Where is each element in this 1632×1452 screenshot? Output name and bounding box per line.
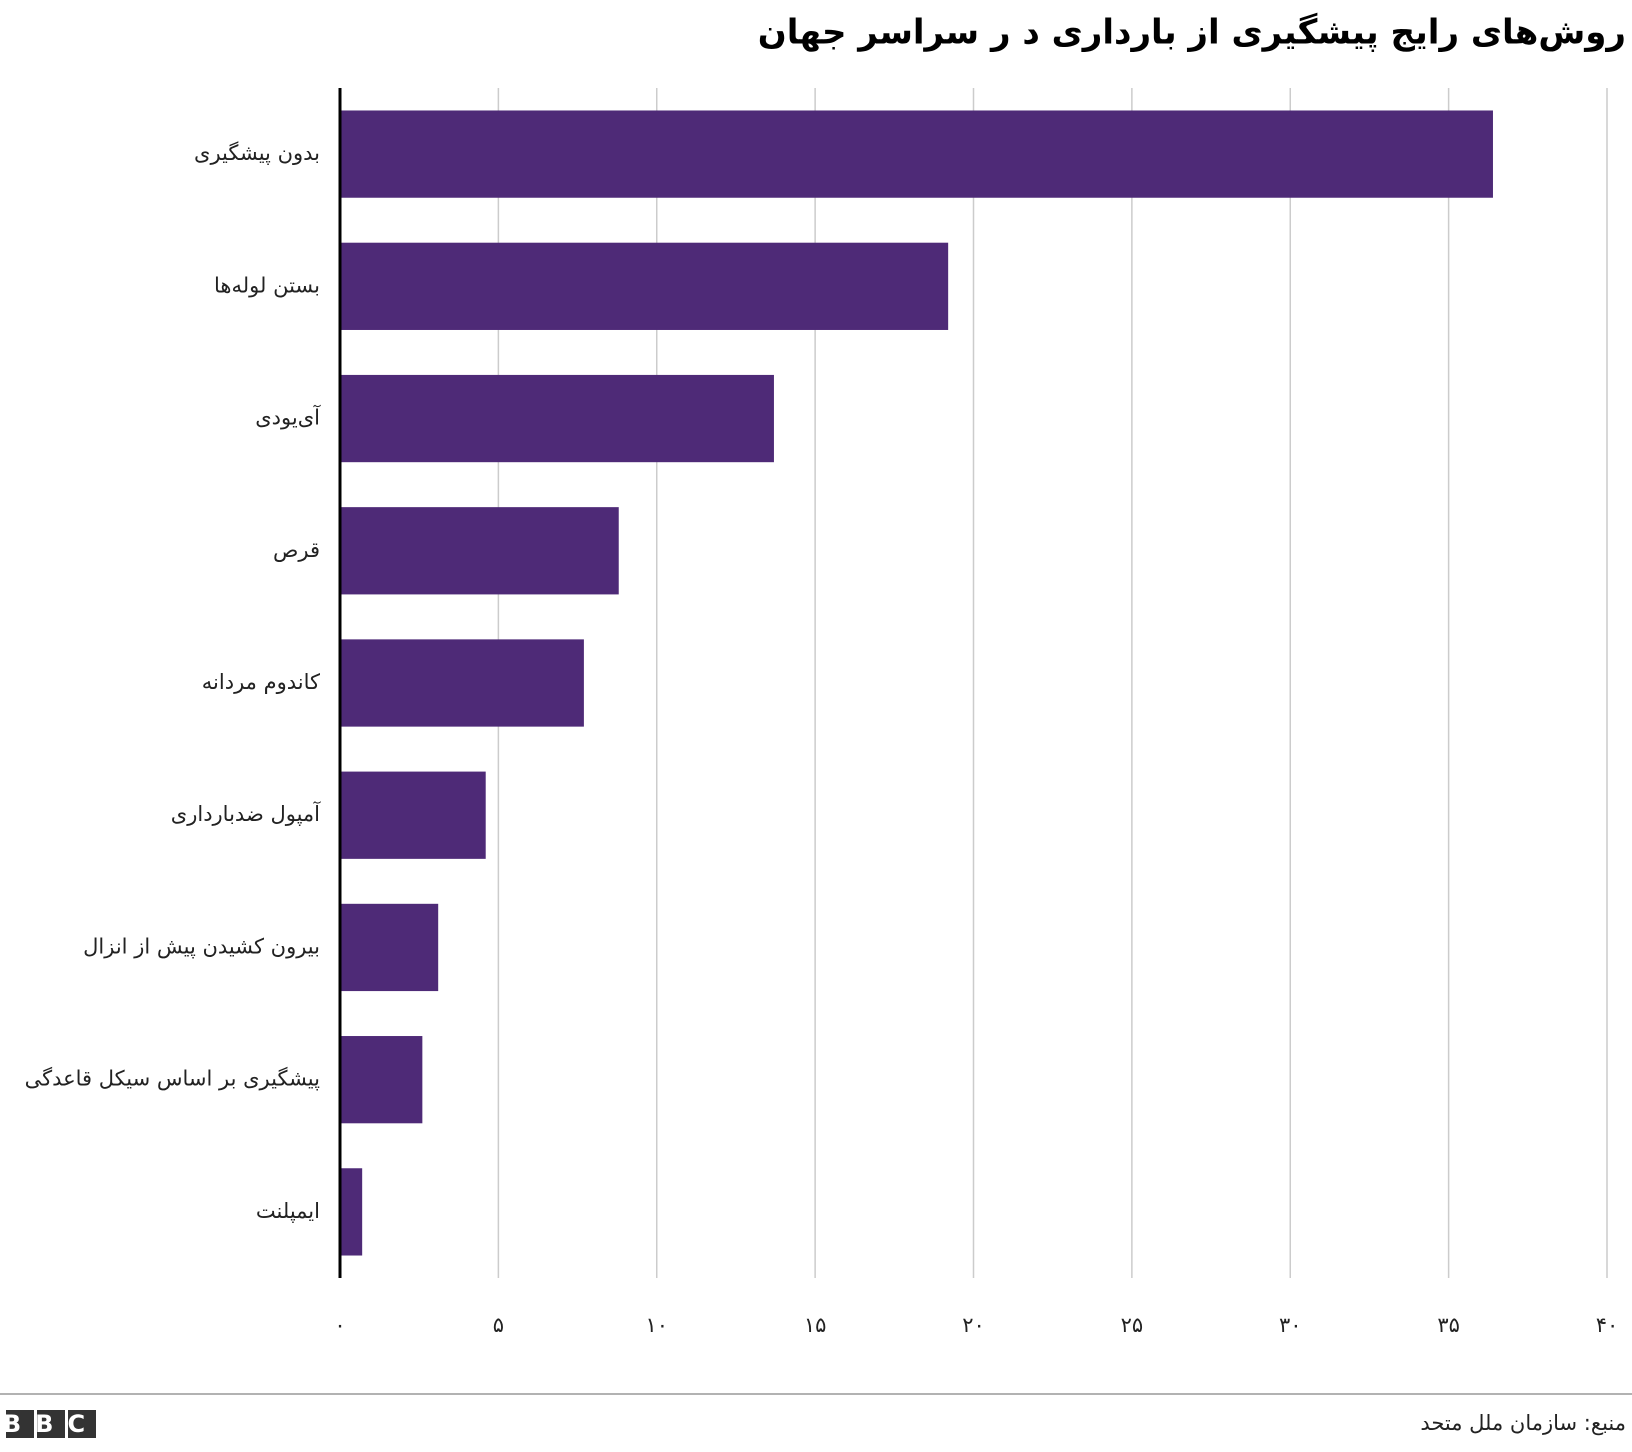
- bar: [340, 903, 439, 992]
- x-tick-label: ۵: [493, 1313, 504, 1337]
- x-tick-label: ۰: [334, 1313, 345, 1337]
- y-tick-label: پیشگیری بر اساس سیکل قاعدگی: [25, 1067, 321, 1091]
- source: منبع: سازمان ملل متحد: [1420, 1411, 1626, 1435]
- y-tick-label: بیرون کشیدن پیش از انزال: [83, 934, 320, 958]
- chart-title: روش‌های رایج پیشگیری از بارداری د ر سراس…: [758, 13, 1626, 53]
- x-tick-label: ۲۵: [1121, 1313, 1144, 1337]
- bar: [340, 639, 584, 727]
- bar: [340, 507, 619, 595]
- y-tick-label: ایمپلنت: [256, 1199, 320, 1223]
- y-tick-label: بدون پیشگیری: [194, 141, 320, 165]
- bar: [340, 771, 486, 859]
- x-tick-label: ۳۵: [1437, 1313, 1460, 1337]
- bar: [340, 110, 1493, 198]
- logo-boxes: [6, 1410, 96, 1438]
- x-tick-label: ۴۰: [1596, 1313, 1619, 1337]
- x-tick-label: ۳۰: [1279, 1313, 1302, 1337]
- y-tick-label: قرص: [273, 538, 320, 562]
- y-tick-label: بستن لوله‌ها: [214, 273, 320, 297]
- x-tick-label: ۱۰: [645, 1313, 668, 1337]
- bar: [340, 1036, 423, 1124]
- bar: [340, 242, 949, 330]
- bar: [340, 1168, 363, 1256]
- y-tick-label: کاندوم مردانه: [202, 670, 320, 694]
- logo: BBC: [3, 1410, 99, 1438]
- y-tick-label: آمپول ضدبارداری: [171, 801, 321, 826]
- x-tick-label: ۱۵: [804, 1313, 827, 1337]
- bar: [340, 374, 774, 463]
- y-tick-label: آی‌یودی: [255, 405, 321, 430]
- x-tick-label: ۲۰: [962, 1313, 985, 1337]
